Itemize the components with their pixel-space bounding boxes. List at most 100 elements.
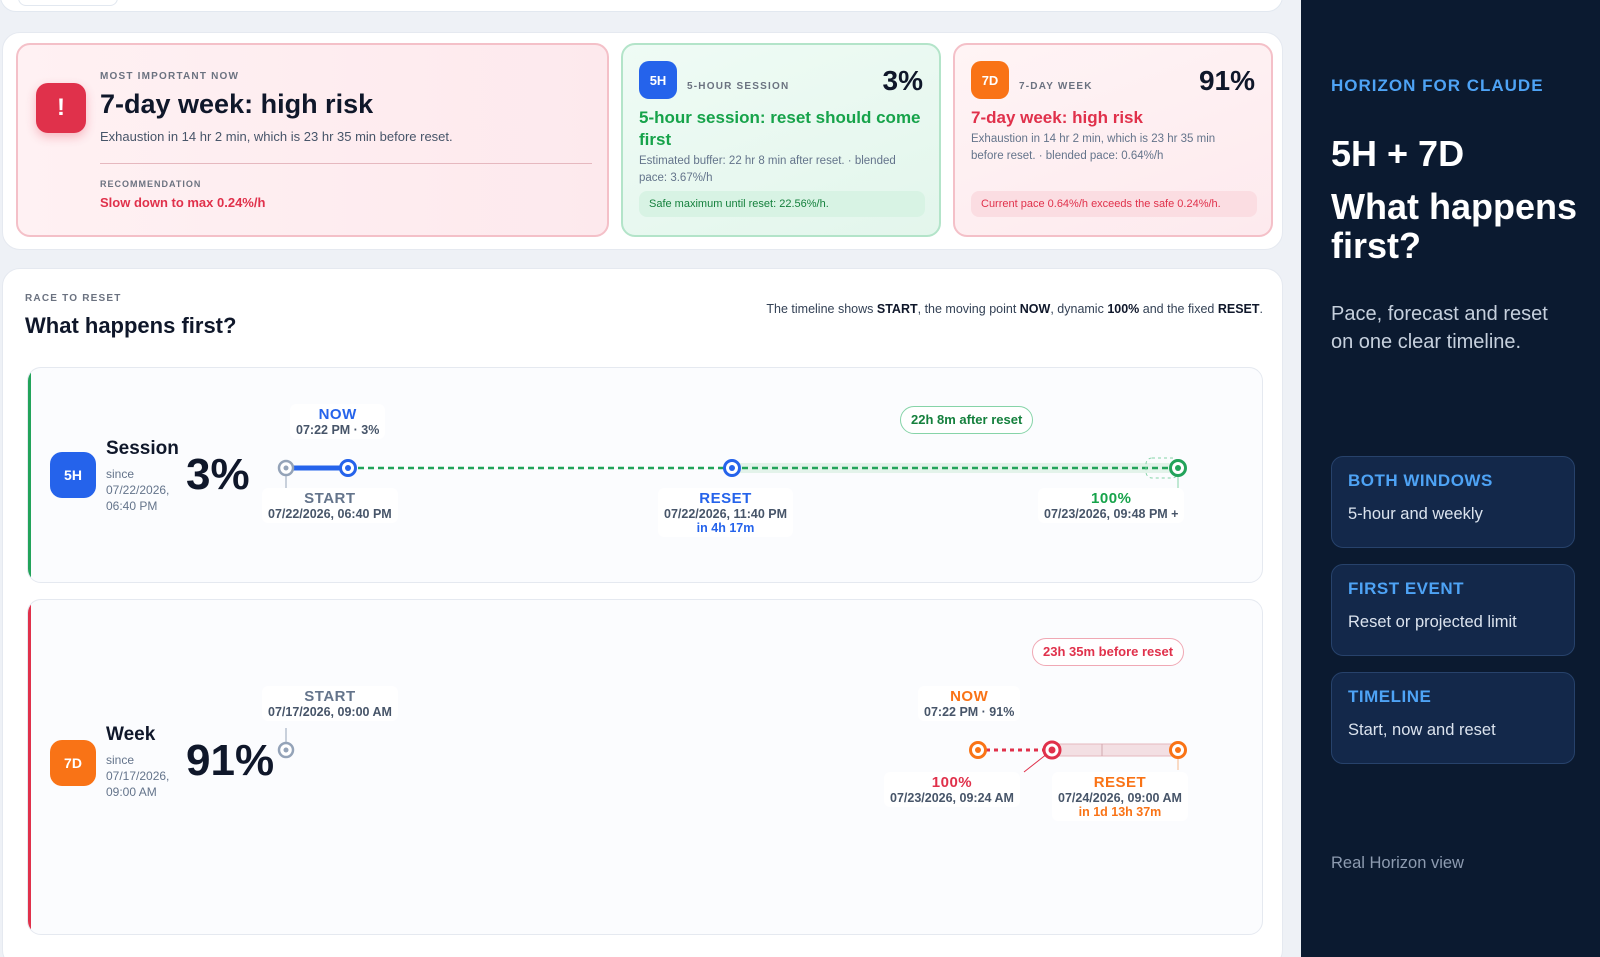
recommendation-text: Slow down to max 0.24%/h <box>100 195 266 210</box>
race-hint-text: , the moving point <box>917 302 1020 316</box>
sidebar-title: 5H + 7D What happens first? <box>1331 134 1600 265</box>
recommendation-label: RECOMMENDATION <box>100 179 202 189</box>
session-summary-card: 5H 5-HOUR SESSION 3% 5-hour session: res… <box>621 43 941 237</box>
most-important-card: ! MOST IMPORTANT NOW 7-day week: high ri… <box>16 43 609 237</box>
race-hint-now: NOW <box>1019 302 1051 316</box>
race-hint-text: . <box>1259 302 1263 316</box>
sidebar-card-title: FIRST EVENT <box>1348 579 1465 598</box>
session-reset-title: RESET <box>699 490 752 507</box>
most-important-title: 7-day week: high risk <box>100 89 374 119</box>
session-start-sub: 07/22/2026, 06:40 PM <box>268 507 392 521</box>
sidebar-brand: HORIZON FOR CLAUDE <box>1331 76 1544 95</box>
week-deficit-pill: 23h 35m before reset <box>1032 638 1185 666</box>
sidebar-card-text: Reset or projected limit <box>1348 613 1517 631</box>
race-title: What happens first? <box>25 313 237 338</box>
week-badge: 7D <box>971 61 1009 99</box>
session-status-title: 5-hour session: reset should come first <box>639 108 921 149</box>
week-timeline <box>277 728 1187 773</box>
session-now-sub: 07:22 PM · 3% <box>296 423 380 437</box>
week-start-label: START 07/17/2026, 09:00 AM <box>262 686 398 721</box>
most-important-eyebrow: MOST IMPORTANT NOW <box>100 71 240 82</box>
week-start-marker-dot <box>283 747 289 753</box>
week-start-sub: 07/17/2026, 09:00 AM <box>268 705 392 719</box>
week-reset-in: in 1d 13h 37m <box>1078 805 1162 819</box>
session-full-sub: 07/23/2026, 09:48 PM + <box>1044 507 1179 521</box>
session-description: Estimated buffer: 22 hr 8 min after rese… <box>639 155 896 184</box>
session-now-title: NOW <box>318 406 357 423</box>
week-lane: 7D Week since 07/17/2026, 09:00 AM 91% <box>27 599 1263 935</box>
sidebar-card-title: TIMELINE <box>1348 687 1432 706</box>
week-lane-percent: 91% <box>186 736 275 785</box>
sidebar: HORIZON FOR CLAUDE 5H + 7D What happens … <box>1301 0 1600 957</box>
session-start-marker-dot <box>283 465 289 471</box>
week-full-label: 100% 07/23/2026, 09:24 AM <box>884 772 1020 807</box>
week-lane-since: since 07/17/2026, 09:00 AM <box>106 753 170 799</box>
week-description: Exhaustion in 14 hr 2 min, which is 23 h… <box>971 133 1216 162</box>
session-lane-since: since 07/22/2026, 06:40 PM <box>106 467 170 513</box>
week-lane-name: Week <box>106 724 156 745</box>
session-reset-in: in 4h 17m <box>696 521 755 535</box>
race-hint-text: , dynamic <box>1050 302 1108 316</box>
session-full-marker-dot <box>1175 465 1181 471</box>
divider <box>100 163 592 164</box>
week-full-marker-dot <box>1048 746 1056 754</box>
sidebar-card-timeline: TIMELINE Start, now and reset <box>1331 672 1575 764</box>
week-overrun-band <box>1051 743 1179 757</box>
session-full-zone <box>1145 457 1179 479</box>
sidebar-title-line: What happens first? <box>1331 186 1578 266</box>
session-lane-name: Session <box>106 438 179 459</box>
race-eyebrow: RACE TO RESET <box>25 293 122 304</box>
session-reset-marker-dot <box>729 465 735 471</box>
session-lane: 5H Session since 07/22/2026, 06:40 PM 3%… <box>27 367 1263 583</box>
session-timeline <box>277 457 1187 488</box>
session-eyebrow: 5-HOUR SESSION <box>687 81 790 92</box>
sidebar-card-text: 5-hour and weekly <box>1348 505 1483 523</box>
session-full-label: 100% 07/23/2026, 09:48 PM + <box>1038 488 1185 523</box>
top-tab-edge <box>18 0 118 6</box>
week-percent: 91% <box>1198 65 1255 96</box>
sidebar-footer: Real Horizon view <box>1331 854 1464 872</box>
sidebar-card-first-event: FIRST EVENT Reset or projected limit <box>1331 564 1575 656</box>
race-hint-full: 100% <box>1107 302 1140 316</box>
session-badge: 5H <box>639 61 677 99</box>
week-now-sub: 07:22 PM · 91% <box>924 705 1015 719</box>
session-reset-label: RESET 07/22/2026, 11:40 PM in 4h 17m <box>658 488 794 537</box>
week-full-sub: 07/23/2026, 09:24 AM <box>890 791 1014 805</box>
sidebar-card-title: BOTH WINDOWS <box>1348 471 1493 490</box>
sidebar-description: Pace, forecast and reset on one clear ti… <box>1331 303 1548 353</box>
race-hint: The timeline shows START, the moving poi… <box>763 299 1263 320</box>
session-percent: 3% <box>882 65 923 96</box>
session-start-title: START <box>304 490 356 507</box>
session-now-label: NOW 07:22 PM · 3% <box>290 404 386 439</box>
session-note: Safe maximum until reset: 22.56%/h. <box>639 191 925 217</box>
exclamation-icon: ! <box>36 83 86 133</box>
week-now-marker-dot <box>975 747 981 753</box>
week-start-title: START <box>304 688 356 705</box>
race-hint-reset: RESET <box>1217 302 1260 316</box>
sidebar-card-text: Start, now and reset <box>1348 721 1496 739</box>
session-now-marker-dot <box>345 465 351 471</box>
session-lane-percent: 3% <box>186 450 250 499</box>
most-important-description: Exhaustion in 14 hr 2 min, which is 23 h… <box>100 129 453 144</box>
summary-section: ! MOST IMPORTANT NOW 7-day week: high ri… <box>2 32 1283 250</box>
sidebar-card-both-windows: BOTH WINDOWS 5-hour and weekly <box>1331 456 1575 548</box>
week-reset-title: RESET <box>1093 774 1147 791</box>
week-reset-label: RESET 07/24/2026, 09:00 AM in 1d 13h 37m <box>1052 772 1188 821</box>
week-reset-sub: 07/24/2026, 09:00 AM <box>1058 791 1182 805</box>
session-reset-sub: 07/22/2026, 11:40 PM <box>664 507 788 521</box>
race-hint-start: START <box>876 302 918 316</box>
session-buffer-pill: 22h 8m after reset <box>900 406 1034 434</box>
week-eyebrow: 7-DAY WEEK <box>1019 81 1093 92</box>
week-status-title: 7-day week: high risk <box>971 108 1143 127</box>
race-hint-text: The timeline shows <box>766 302 877 316</box>
sidebar-title-line: 5H + 7D <box>1331 133 1465 174</box>
race-to-reset-section: RACE TO RESET What happens first? The ti… <box>2 268 1283 957</box>
top-panel-edge <box>0 0 1283 12</box>
week-note: Current pace 0.64%/h exceeds the safe 0.… <box>971 191 1257 217</box>
week-now-title: NOW <box>950 688 989 705</box>
week-now-label: NOW 07:22 PM · 91% <box>918 686 1021 721</box>
session-lane-badge: 5H <box>50 452 96 498</box>
week-lane-badge: 7D <box>50 740 96 786</box>
session-full-title: 100% <box>1091 490 1132 507</box>
session-start-label: START 07/22/2026, 06:40 PM <box>262 488 398 523</box>
